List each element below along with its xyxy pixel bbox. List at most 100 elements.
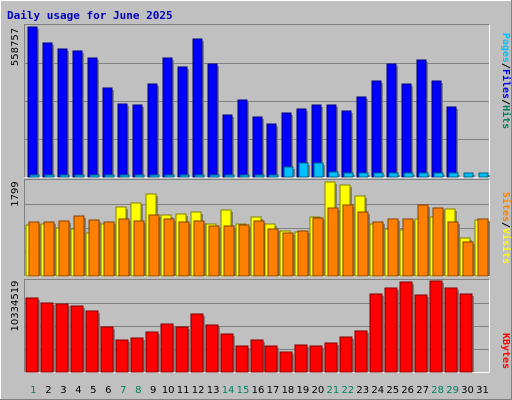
x-tick-day-12: 12: [192, 385, 205, 396]
bar-pages-day-1: [29, 174, 40, 178]
x-tick-day-3: 3: [60, 385, 66, 396]
x-tick-day-30: 30: [461, 385, 474, 396]
bar-sites-day-22: [342, 204, 354, 277]
bar-kbytes-day-6: [100, 326, 114, 373]
bar-sites-day-29: [447, 221, 459, 277]
legend-bot: KBytes: [500, 333, 511, 369]
chart-title: Daily usage for June 2025: [7, 9, 173, 22]
bar-pages-day-6: [104, 174, 115, 178]
bar-sites-day-25: [387, 218, 399, 277]
x-tick-day-22: 22: [341, 385, 354, 396]
x-tick-day-27: 27: [416, 385, 429, 396]
x-tick-day-29: 29: [446, 385, 459, 396]
panel-visits: [24, 179, 490, 277]
bar-pages-day-20: [313, 162, 324, 178]
bar-pages-day-4: [74, 174, 85, 178]
legend-sep-1: /: [500, 63, 511, 69]
legend-kbytes: KBytes: [500, 333, 511, 369]
bar-files-day-1: [27, 26, 38, 178]
bar-kbytes-day-30: [459, 293, 473, 373]
bar-files-day-27: [416, 59, 427, 178]
legend-mid: Sites/Visits: [500, 192, 512, 264]
x-tick-day-15: 15: [237, 385, 250, 396]
legend-top-text: Pages/Files/Hits: [500, 33, 512, 129]
bar-sites-day-6: [103, 221, 115, 277]
chart-panels: [24, 24, 490, 373]
bar-pages-day-12: [194, 174, 205, 178]
bar-sites-day-23: [357, 211, 369, 277]
bar-kbytes-day-3: [55, 303, 69, 373]
bar-kbytes-day-2: [40, 302, 54, 373]
bar-sites-day-2: [43, 221, 55, 277]
bar-kbytes-day-12: [190, 313, 204, 373]
x-tick-day-2: 2: [45, 385, 51, 396]
y-max-label-kbytes: 10334519: [10, 281, 21, 332]
x-tick-day-31: 31: [476, 385, 489, 396]
bar-kbytes-day-17: [264, 345, 278, 373]
x-tick-day-4: 4: [75, 385, 81, 396]
bar-files-day-17: [266, 123, 277, 178]
y-max-label-visits: 1799: [10, 181, 21, 206]
bar-files-day-4: [72, 50, 83, 178]
bar-kbytes-day-4: [70, 305, 84, 373]
x-tick-day-5: 5: [90, 385, 96, 396]
legend-sites: Sites: [500, 192, 512, 222]
bar-kbytes-day-19: [294, 344, 308, 373]
bar-pages-day-10: [164, 174, 175, 178]
bar-files-day-15: [237, 99, 248, 178]
bar-files-day-12: [192, 38, 203, 178]
bar-files-day-10: [162, 57, 173, 178]
legend-pages: Pages: [500, 33, 511, 63]
bar-sites-day-14: [223, 225, 235, 277]
bar-pages-day-5: [89, 174, 100, 178]
bar-sites-day-30: [462, 241, 474, 277]
x-tick-day-13: 13: [207, 385, 220, 396]
bar-sites-day-10: [163, 218, 175, 277]
bar-pages-day-24: [373, 172, 384, 178]
legend-top: Pages/Files/Hits: [500, 33, 512, 129]
bar-files-day-23: [356, 96, 367, 178]
x-tick-day-14: 14: [222, 385, 235, 396]
legend-hits: Hits: [500, 105, 512, 129]
bar-sites-day-17: [267, 228, 279, 277]
bar-pages-day-14: [224, 174, 235, 178]
bar-files-day-13: [207, 63, 218, 178]
bar-sites-day-26: [402, 218, 414, 277]
bar-files-day-6: [102, 87, 113, 178]
bar-kbytes-day-10: [160, 323, 174, 373]
y-max-label-hits: 558757: [10, 28, 21, 66]
bar-kbytes-day-23: [354, 330, 368, 373]
bar-kbytes-day-11: [175, 326, 189, 373]
panel-usage: [24, 24, 490, 178]
bar-pages-day-17: [268, 174, 279, 178]
bar-files-day-16: [252, 116, 263, 178]
bar-sites-day-15: [238, 224, 250, 277]
legend-visits: Visits: [500, 228, 512, 264]
bar-pages-day-3: [59, 174, 70, 178]
bar-pages-day-7: [119, 174, 130, 178]
bar-files-day-14: [222, 114, 233, 178]
bar-kbytes-day-26: [399, 281, 413, 373]
bar-pages-day-2: [44, 174, 55, 178]
bar-files-day-25: [386, 63, 397, 178]
x-tick-day-9: 9: [150, 385, 156, 396]
bar-pages-day-22: [343, 172, 354, 178]
bar-pages-day-16: [254, 174, 265, 178]
bar-files-day-7: [117, 103, 128, 178]
bar-kbytes-day-21: [324, 342, 338, 373]
bar-pages-day-21: [328, 171, 339, 178]
bar-sites-day-3: [58, 220, 70, 277]
bar-files-day-26: [401, 83, 412, 178]
bar-sites-day-7: [118, 218, 130, 277]
bar-kbytes-day-24: [369, 293, 383, 373]
x-tick-day-28: 28: [431, 385, 444, 396]
x-tick-day-20: 20: [312, 385, 325, 396]
bar-pages-day-19: [298, 162, 309, 178]
bar-sites-day-28: [432, 207, 444, 277]
bar-kbytes-day-7: [115, 339, 129, 373]
x-tick-day-24: 24: [371, 385, 384, 396]
bar-files-day-11: [177, 66, 188, 178]
bar-pages-day-25: [388, 172, 399, 178]
